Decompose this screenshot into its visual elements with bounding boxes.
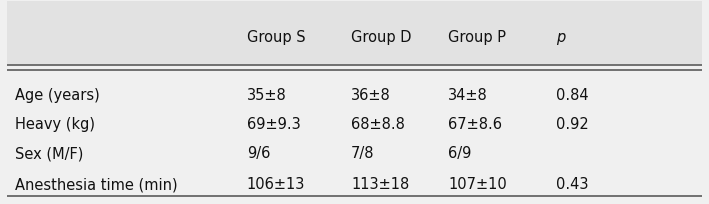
Text: 69±9.3: 69±9.3 [247, 116, 301, 131]
Text: Sex (M/F): Sex (M/F) [16, 145, 84, 160]
Text: 0.43: 0.43 [556, 176, 588, 191]
Text: 106±13: 106±13 [247, 176, 305, 191]
Text: Group P: Group P [448, 30, 506, 44]
Text: Group S: Group S [247, 30, 306, 44]
Text: 107±10: 107±10 [448, 176, 507, 191]
Text: Group D: Group D [351, 30, 411, 44]
Text: 34±8: 34±8 [448, 88, 488, 102]
Text: Age (years): Age (years) [16, 88, 100, 102]
Text: 36±8: 36±8 [351, 88, 391, 102]
Text: 6/9: 6/9 [448, 145, 471, 160]
Text: p: p [556, 30, 565, 44]
Bar [7, 2, 702, 66]
Text: Heavy (kg): Heavy (kg) [16, 116, 96, 131]
Text: 9/6: 9/6 [247, 145, 270, 160]
Text: Anesthesia time (min): Anesthesia time (min) [16, 176, 178, 191]
Text: 7/8: 7/8 [351, 145, 374, 160]
Text: 0.92: 0.92 [556, 116, 588, 131]
Text: 0.84: 0.84 [556, 88, 588, 102]
Text: 35±8: 35±8 [247, 88, 286, 102]
Text: 113±18: 113±18 [351, 176, 409, 191]
Text: 68±8.8: 68±8.8 [351, 116, 405, 131]
Text: 67±8.6: 67±8.6 [448, 116, 502, 131]
